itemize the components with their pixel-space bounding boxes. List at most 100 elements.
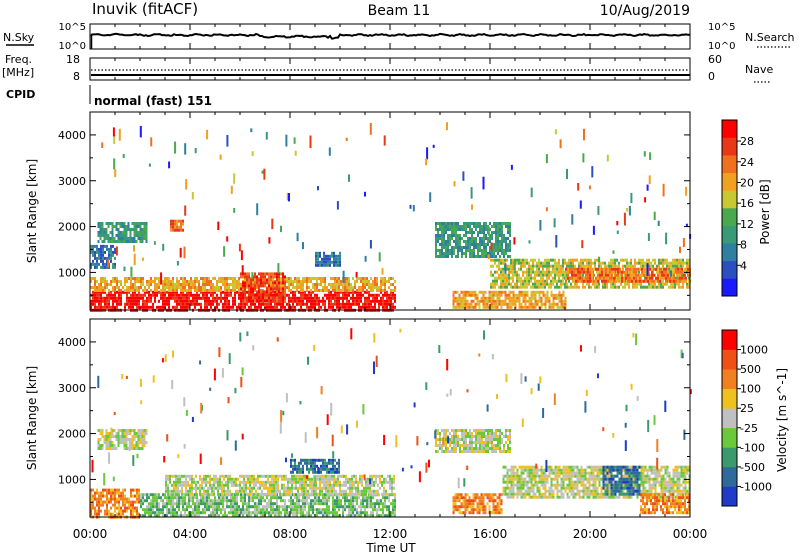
- heatmap-cell: [255, 477, 257, 481]
- heatmap-cell: [670, 264, 672, 268]
- heatmap-cell: [512, 285, 514, 289]
- heatmap-cell: [635, 276, 637, 280]
- heatmap-cell: [350, 499, 352, 503]
- heatmap-cell: [512, 302, 515, 306]
- heatmap-cell: [102, 256, 104, 260]
- heatmap-cell: [384, 505, 386, 509]
- heatmap-cell: [392, 305, 394, 309]
- heatmap-cell: [654, 258, 656, 262]
- heatmap-cell: [346, 299, 348, 303]
- heatmap-cell: [516, 270, 518, 274]
- heatmap-cell: [354, 508, 356, 512]
- heatmap-cell: [597, 267, 599, 271]
- heatmap-cell: [172, 502, 174, 506]
- heatmap-cell: [502, 282, 504, 286]
- heatmap-cell: [208, 290, 210, 294]
- heatmap-cell: [98, 296, 100, 300]
- heatmap-cell: [124, 290, 126, 294]
- heatmap-cell: [215, 480, 217, 484]
- heatmap-cell: [196, 505, 198, 509]
- heatmap-cell: [536, 270, 538, 274]
- heatmap-cell: [203, 480, 205, 484]
- heatmap-cell: [509, 222, 511, 225]
- heatmap-cell: [376, 514, 378, 518]
- heatmap-cell: [633, 267, 635, 271]
- heatmap-cell: [601, 267, 603, 271]
- heatmap-cell: [368, 514, 370, 518]
- heatmap-cell: [112, 286, 114, 289]
- heatmap-cell: [504, 261, 506, 265]
- heatmap-cell: [471, 243, 473, 246]
- heatmap-cell: [176, 280, 178, 283]
- heatmap-cell: [203, 486, 205, 490]
- heatmap-cell: [139, 237, 142, 240]
- heatmap-cell: [144, 289, 146, 292]
- heatmap-cell: [246, 284, 248, 288]
- heatmap-cell: [177, 477, 179, 481]
- heatmap-cell: [133, 253, 136, 266]
- heatmap-cell: [346, 496, 348, 500]
- heatmap-cell: [562, 293, 565, 297]
- heatmap-cell: [336, 505, 338, 509]
- heatmap-cell: [319, 251, 321, 255]
- heatmap-cell: [270, 290, 272, 294]
- heatmap-cell: [462, 305, 465, 309]
- heatmap-cell: [334, 505, 336, 509]
- heatmap-cell: [577, 270, 579, 274]
- heatmap-cell: [560, 270, 562, 274]
- heatmap-cell: [429, 192, 432, 202]
- heatmap-cell: [260, 284, 262, 288]
- heatmap-cell: [92, 296, 94, 300]
- heatmap-cell: [495, 231, 497, 234]
- heatmap-cell: [672, 267, 674, 271]
- heatmap-cell: [302, 505, 304, 509]
- heatmap-cell: [348, 299, 350, 303]
- heatmap-cell: [520, 282, 522, 286]
- heatmap-cell: [228, 293, 230, 297]
- heatmap-cell: [316, 502, 318, 506]
- heatmap-cell: [90, 509, 92, 513]
- heatmap-cell: [197, 486, 199, 490]
- heatmap-cell: [184, 277, 186, 280]
- heatmap-cell: [106, 262, 108, 266]
- heatmap-cell: [437, 240, 439, 243]
- heatmap-cell: [492, 299, 495, 303]
- heatmap-cell: [134, 296, 136, 300]
- heatmap-cell: [280, 514, 282, 518]
- heatmap-cell: [509, 231, 511, 234]
- heatmap-cell: [132, 296, 134, 300]
- heatmap-cell: [200, 302, 202, 306]
- heatmap-cell: [338, 508, 340, 512]
- heatmap-cell: [342, 299, 344, 303]
- heatmap-cell: [532, 261, 534, 265]
- heatmap-cell: [651, 279, 653, 283]
- heatmap-cell: [298, 296, 300, 300]
- heatmap-cell: [624, 285, 626, 289]
- heatmap-cell: [136, 277, 138, 280]
- heatmap-cell: [599, 273, 601, 277]
- heatmap-cell: [392, 505, 394, 509]
- heatmap-cell: [304, 293, 306, 297]
- heatmap-cell: [138, 290, 140, 294]
- heatmap-cell: [471, 237, 473, 240]
- heatmap-cell: [126, 497, 128, 501]
- heatmap-cell: [516, 276, 518, 280]
- heatmap-cell: [139, 228, 142, 231]
- heatmap-cell: [587, 279, 589, 283]
- heatmap-cell: [570, 258, 572, 262]
- heatmap-cell: [336, 511, 338, 515]
- heatmap-cell: [528, 279, 530, 283]
- heatmap-cell: [439, 252, 441, 255]
- heatmap-cell: [97, 240, 100, 243]
- heatmap-cell: [348, 502, 350, 506]
- heatmap-cell: [467, 249, 469, 252]
- heatmap-cell: [312, 286, 314, 289]
- heatmap-cell: [501, 240, 503, 243]
- heatmap-cell: [196, 508, 198, 512]
- heatmap-cell: [249, 489, 251, 493]
- heatmap-cell: [650, 261, 652, 265]
- heatmap-cell: [132, 302, 134, 306]
- heatmap-cell: [216, 286, 218, 289]
- heatmap-cell: [380, 277, 382, 280]
- heatmap-cell: [246, 299, 248, 303]
